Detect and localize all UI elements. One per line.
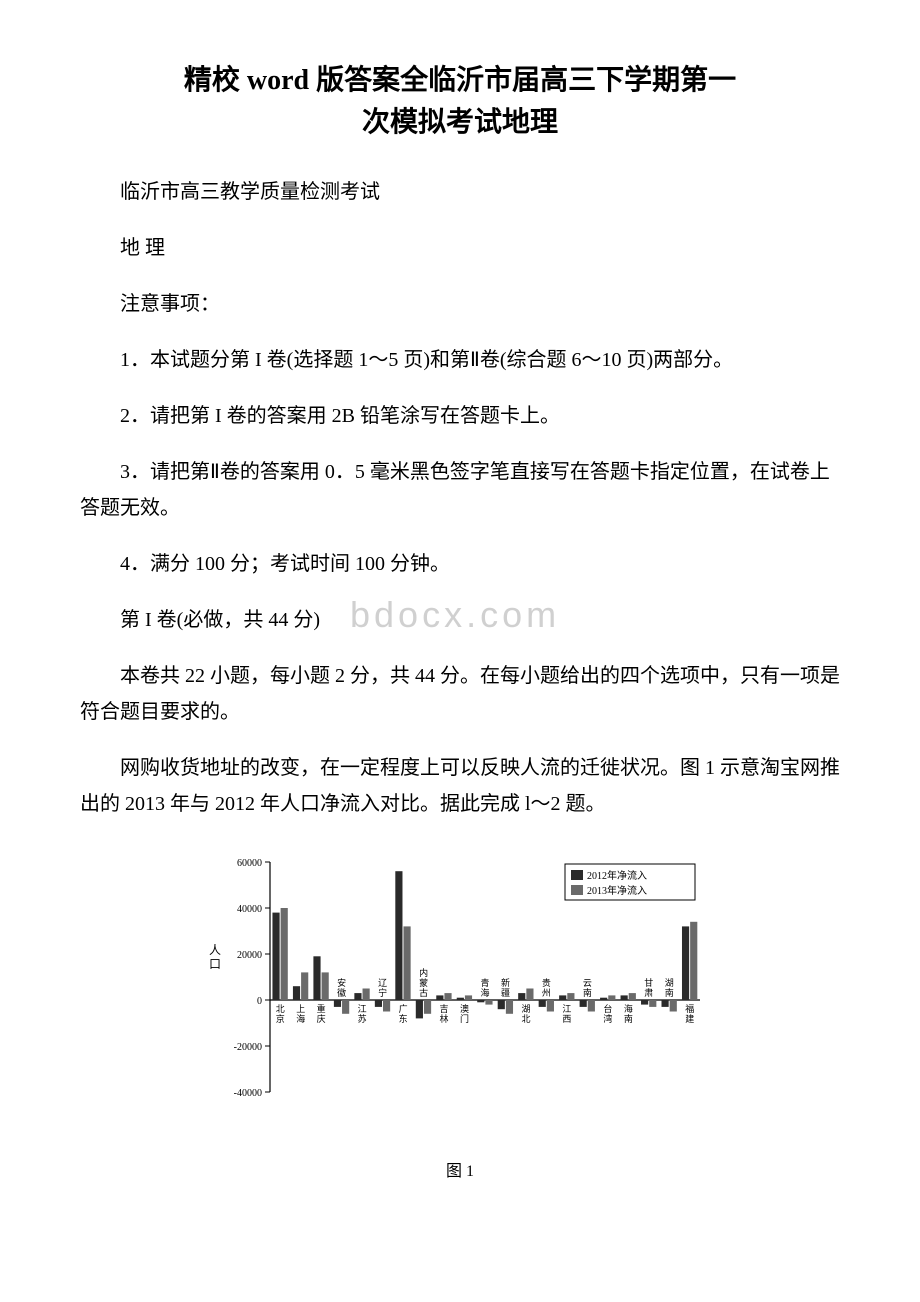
svg-text:内蒙古: 内蒙古 [419,967,428,998]
chart-caption: 图 1 [80,1157,840,1181]
svg-text:澳门: 澳门 [460,1003,469,1024]
svg-text:甘肃: 甘肃 [644,977,653,998]
svg-text:吉林: 吉林 [440,1004,449,1024]
chart-figure: -40000 -20000 0 20000 40000 60000 人口北京上海重庆安徽江苏… [80,842,840,1181]
notice-item-2: 2．请把第 I 卷的答案用 2B 铅笔涂写在答题卡上。 [80,398,840,434]
svg-text:青海: 青海 [480,977,489,998]
subtitle: 临沂市高三教学质量检测考试 [80,174,840,210]
svg-text:江苏: 江苏 [358,1004,367,1024]
svg-text:重庆: 重庆 [317,1003,326,1024]
svg-text:-40000: -40000 [234,1088,262,1099]
svg-text:湖北: 湖北 [521,1004,530,1024]
question-intro: 网购收货地址的改变，在一定程度上可以反映人流的迁徙状况。图 1 示意淘宝网推出的… [80,750,840,822]
svg-text:60000: 60000 [237,858,262,869]
svg-text:福建: 福建 [685,1003,694,1024]
svg-text:台湾: 台湾 [603,1003,612,1024]
svg-text:贵州: 贵州 [542,977,551,998]
svg-text:湖南: 湖南 [665,978,674,998]
part1-description: 本卷共 22 小题，每小题 2 分，共 44 分。在每小题给出的四个选项中，只有… [80,658,840,730]
svg-text:2012年净流入: 2012年净流入 [587,869,647,882]
title-line-1: 精校 word 版答案全临沂市届高三下学期第一 [184,65,736,96]
notice-item-1: 1．本试题分第 I 卷(选择题 1～5 页)和第Ⅱ卷(综合题 6～10 页)两部… [80,342,840,378]
svg-text:北京: 北京 [276,1004,285,1024]
notice-heading: 注意事项： [80,286,840,322]
svg-text:0: 0 [257,996,262,1007]
svg-text:广东: 广东 [399,1003,408,1024]
svg-text:2013年净流入: 2013年净流入 [587,884,647,897]
svg-text:20000: 20000 [237,950,262,961]
svg-text:40000: 40000 [237,904,262,915]
svg-text:云南: 云南 [583,978,592,998]
svg-text:辽宁: 辽宁 [378,978,387,998]
svg-text:安徽: 安徽 [337,977,346,998]
part1-heading: 第 I 卷(必做，共 44 分) [80,602,840,638]
notice-item-4: 4．满分 100 分；考试时间 100 分钟。 [80,546,840,582]
subject-heading: 地 理 [80,230,840,266]
svg-text:新疆: 新疆 [501,977,510,998]
title-line-2: 次模拟考试地理 [362,107,558,138]
notice-item-3: 3．请把第Ⅱ卷的答案用 0．5 毫米黑色签字笔直接写在答题卡指定位置，在试卷上答… [80,454,840,526]
svg-text:-20000: -20000 [234,1042,262,1053]
svg-text:江西: 江西 [562,1004,571,1024]
svg-text:人口: 人口 [209,943,221,971]
svg-text:海南: 海南 [624,1003,633,1024]
page-title: 精校 word 版答案全临沂市届高三下学期第一 次模拟考试地理 [80,60,840,144]
population-bar-chart: -40000 -20000 0 20000 40000 60000 人口北京上海重庆安徽江苏… [200,842,720,1142]
svg-text:上海: 上海 [296,1004,305,1024]
